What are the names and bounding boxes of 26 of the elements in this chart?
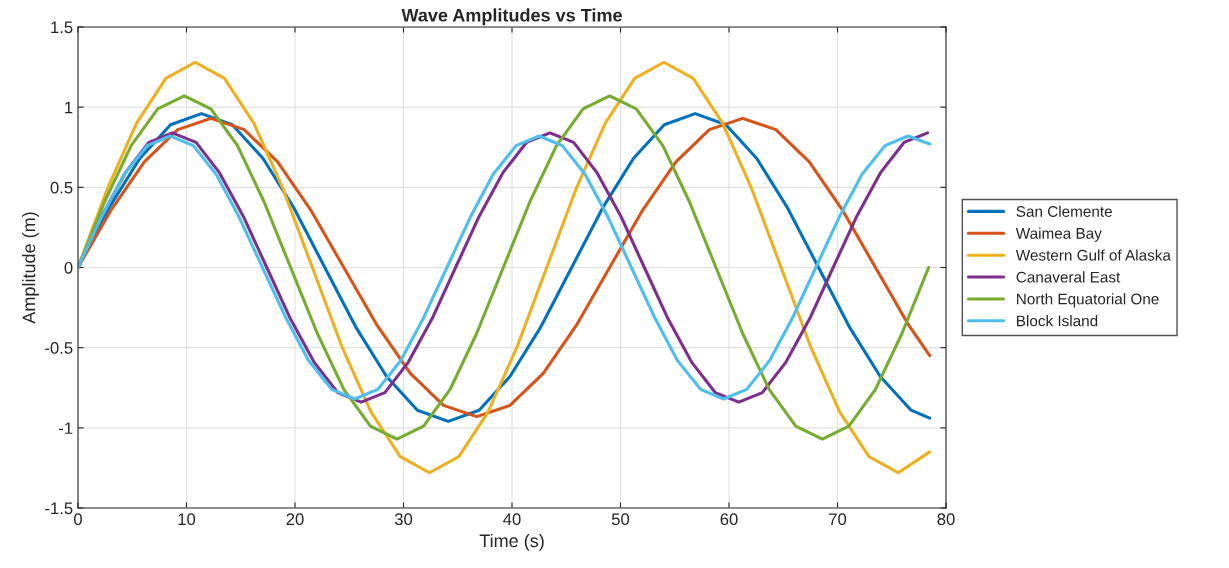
x-tick-label: 80 <box>937 513 955 526</box>
legend-label: Canaveral East <box>1016 271 1121 283</box>
legend-label: Waimea Bay <box>1015 227 1102 242</box>
line-series <box>78 60 932 475</box>
legend-label: San Clemente <box>1016 205 1112 217</box>
legend-label: North Equatorial One <box>1017 293 1159 308</box>
legend-label: Western Gulf of Alaska <box>1015 249 1171 261</box>
y-tick-label: 1 <box>65 101 73 114</box>
y-tick-label: -1 <box>59 422 73 434</box>
x-tick-label: 20 <box>286 513 304 526</box>
x-tick-label: 60 <box>720 513 738 526</box>
x-tick-label: 10 <box>178 513 196 526</box>
y-tick-label: 1.5 <box>51 21 73 34</box>
x-tick-label: 0 <box>74 513 82 526</box>
x-tick-label: 50 <box>611 513 630 526</box>
chart-title: Wave Amplitudes vs Time <box>401 8 622 26</box>
y-tick-label: -0.5 <box>45 342 73 354</box>
x-axis-title: Time (s) <box>479 533 544 551</box>
y-axis-title: Amplitude (m) <box>22 212 39 324</box>
x-tick-label: 40 <box>503 513 521 526</box>
y-tick-label: -1.5 <box>45 502 73 515</box>
x-tick-label: 30 <box>394 513 413 526</box>
legend-label: Block Island <box>1017 315 1098 327</box>
y-tick-label: 0.5 <box>50 181 73 194</box>
x-tick-label: 70 <box>829 513 847 526</box>
y-tick-label: 0 <box>64 261 73 274</box>
